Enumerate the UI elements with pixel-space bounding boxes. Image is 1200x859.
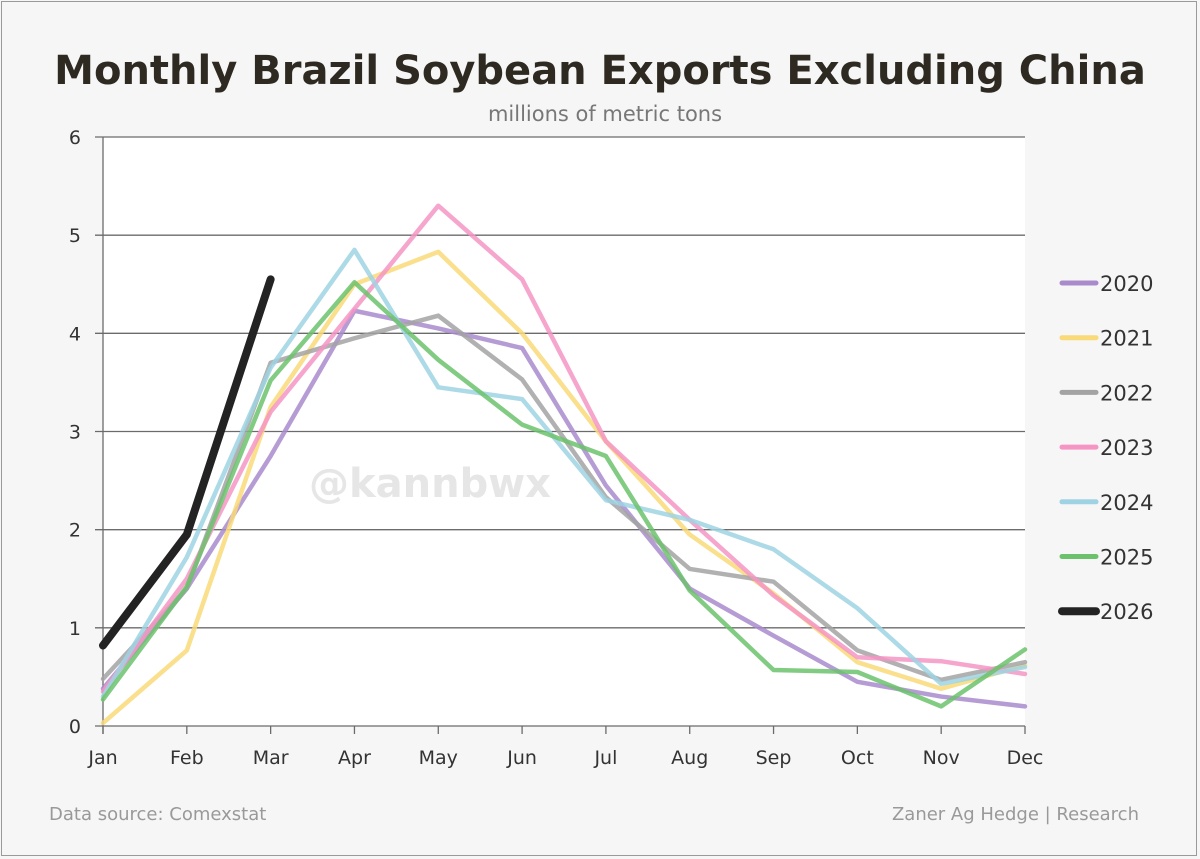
x-tick-label: Jul (593, 747, 617, 769)
x-tick-label: Apr (338, 747, 371, 769)
x-tick-label: May (419, 747, 458, 769)
legend-label: 2026 (1100, 600, 1153, 624)
y-tick-label: 1 (69, 618, 81, 640)
chart-subtitle: millions of metric tons (487, 102, 723, 126)
legend-label: 2024 (1100, 491, 1153, 515)
y-tick-label: 0 (69, 716, 81, 738)
chart-title: Monthly Brazil Soybean Exports Excluding… (54, 48, 1146, 94)
x-tick-label: Jan (87, 747, 117, 769)
legend-label: 2020 (1100, 272, 1153, 296)
x-tick-label: Dec (1007, 747, 1044, 769)
data-source: Data source: Comexstat (49, 804, 267, 825)
x-tick-label: Oct (841, 747, 874, 769)
watermark: @kannbwx (309, 461, 551, 507)
legend-label: 2021 (1100, 327, 1153, 351)
y-tick-label: 3 (69, 422, 81, 444)
legend-label: 2025 (1100, 546, 1153, 570)
series-line-2024 (100, 247, 1028, 699)
x-tick-label: Jun (506, 747, 537, 769)
series-line-2021 (100, 249, 1028, 726)
credit: Zaner Ag Hedge | Research (891, 804, 1139, 825)
x-tick-label: Feb (170, 747, 204, 769)
y-tick-label: 6 (69, 127, 81, 149)
legend-label: 2022 (1100, 381, 1153, 405)
y-tick-label: 2 (69, 520, 81, 542)
series-line-2025 (100, 280, 1028, 709)
series-line-2023 (100, 203, 1028, 694)
y-tick-label: 5 (69, 225, 81, 247)
x-tick-label: Mar (253, 747, 289, 769)
legend-label: 2023 (1100, 436, 1153, 460)
series-line-2020 (100, 308, 1028, 709)
y-tick-label: 4 (69, 323, 81, 345)
x-tick-label: Sep (756, 747, 792, 769)
x-tick-label: Aug (671, 747, 708, 769)
x-tick-label: Nov (923, 747, 960, 769)
